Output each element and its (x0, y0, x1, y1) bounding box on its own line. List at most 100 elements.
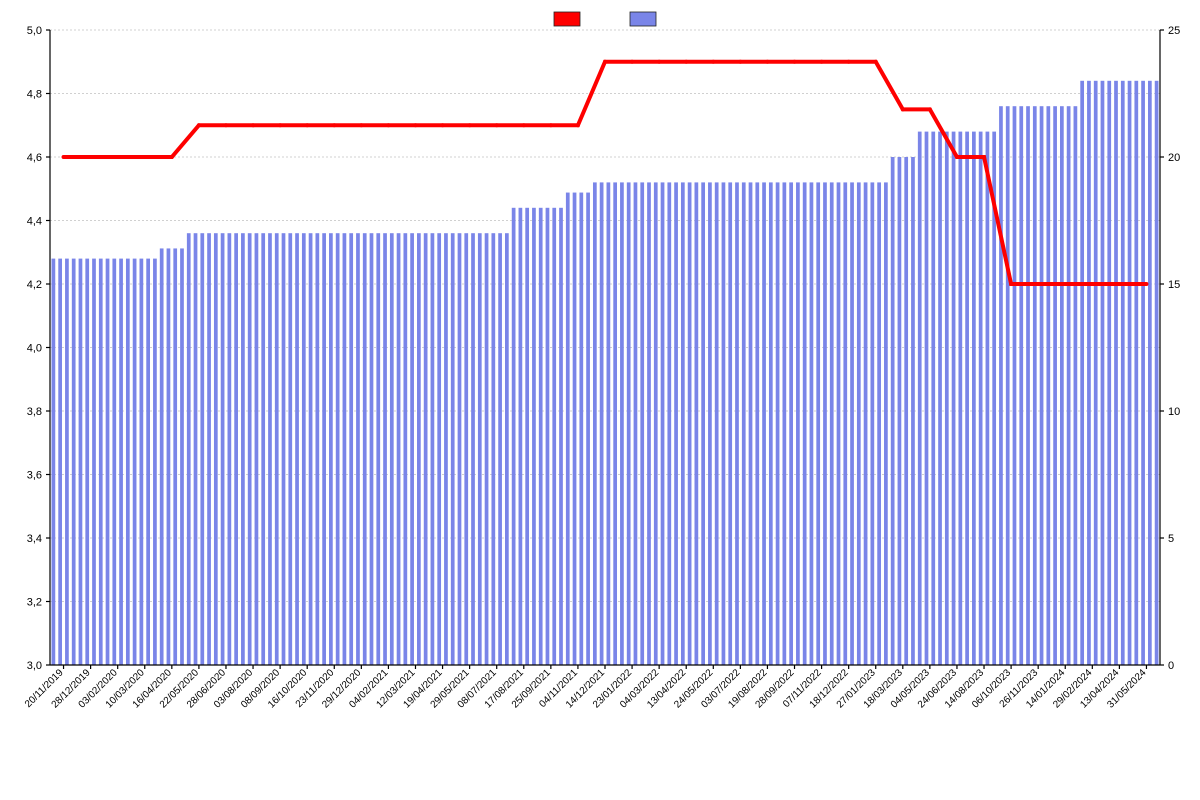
bar (194, 233, 198, 665)
bar (322, 233, 326, 665)
line-marker (738, 60, 742, 64)
bar (417, 233, 421, 665)
bar (938, 132, 942, 665)
bar (112, 259, 116, 665)
line-marker (305, 123, 309, 127)
bar (1114, 81, 1118, 665)
bar (255, 233, 259, 665)
bar (979, 132, 983, 665)
line-marker (793, 60, 797, 64)
line-marker (413, 123, 417, 127)
bar (586, 193, 590, 665)
bar (627, 182, 631, 665)
bar (620, 182, 624, 665)
bar (958, 132, 962, 665)
bar (491, 233, 495, 665)
line-marker (116, 155, 120, 159)
bar (187, 233, 191, 665)
bar (782, 182, 786, 665)
line-marker (278, 123, 282, 127)
line-marker (820, 60, 824, 64)
bar (1155, 81, 1159, 665)
bar (925, 132, 929, 665)
line-marker (197, 123, 201, 127)
bar (336, 233, 340, 665)
y-left-tick-label: 3,4 (27, 533, 42, 545)
y-right-tick-label: 25 (1168, 25, 1180, 37)
bar (823, 182, 827, 665)
bar (870, 182, 874, 665)
line-marker (765, 60, 769, 64)
bar (952, 132, 956, 665)
bar (1107, 81, 1111, 665)
bar (295, 233, 299, 665)
bar (525, 208, 529, 665)
bar (1060, 106, 1064, 665)
bar (735, 182, 739, 665)
bar (119, 259, 123, 665)
legend-swatch-line (554, 12, 580, 26)
bar (519, 208, 523, 665)
line-marker (1144, 282, 1148, 286)
y-left-tick-label: 3,8 (27, 406, 42, 418)
y-left-tick-label: 4,2 (27, 279, 42, 291)
bar (688, 182, 692, 665)
line-marker (332, 123, 336, 127)
bar (410, 233, 414, 665)
bar (945, 132, 949, 665)
bar (816, 182, 820, 665)
bar (789, 182, 793, 665)
bar (1033, 106, 1037, 665)
bar (1046, 106, 1050, 665)
bar (1040, 106, 1044, 665)
bar (559, 208, 563, 665)
bar (160, 248, 164, 665)
dual-axis-chart: 3,03,23,43,63,84,04,24,44,64,85,00510152… (0, 0, 1200, 800)
bar (1128, 81, 1132, 665)
bar (1006, 106, 1010, 665)
line-marker (1090, 282, 1094, 286)
y-right-tick-label: 10 (1168, 406, 1180, 418)
bar (769, 182, 773, 665)
bar (458, 233, 462, 665)
bar (498, 233, 502, 665)
bar (99, 259, 103, 665)
bar (573, 193, 577, 665)
bar (85, 259, 89, 665)
bar (153, 259, 157, 665)
bar (485, 233, 489, 665)
bar (92, 259, 96, 665)
bar (864, 182, 868, 665)
bar (972, 132, 976, 665)
line-marker (657, 60, 661, 64)
bar (1019, 106, 1023, 665)
y-left-tick-label: 4,4 (27, 216, 42, 228)
y-left-tick-label: 4,6 (27, 152, 42, 164)
bar (749, 182, 753, 665)
y-right-tick-label: 0 (1168, 660, 1174, 672)
bar (613, 182, 617, 665)
bar (356, 233, 360, 665)
bar (167, 248, 171, 665)
bar (397, 233, 401, 665)
bar (1026, 106, 1030, 665)
bar (234, 233, 238, 665)
bar (884, 182, 888, 665)
line-marker (847, 60, 851, 64)
bar (72, 259, 76, 665)
bar (444, 233, 448, 665)
y-left-tick-label: 3,0 (27, 660, 42, 672)
line-marker (549, 123, 553, 127)
bar (1148, 81, 1152, 665)
bar (343, 233, 347, 665)
bar (667, 182, 671, 665)
bar (478, 233, 482, 665)
bar (370, 233, 374, 665)
bar (539, 208, 543, 665)
bar (207, 233, 211, 665)
y-right-tick-label: 5 (1168, 533, 1174, 545)
legend-swatch-bar (630, 12, 656, 26)
y-left-tick-label: 5,0 (27, 25, 42, 37)
bar (227, 233, 231, 665)
bar (79, 259, 83, 665)
